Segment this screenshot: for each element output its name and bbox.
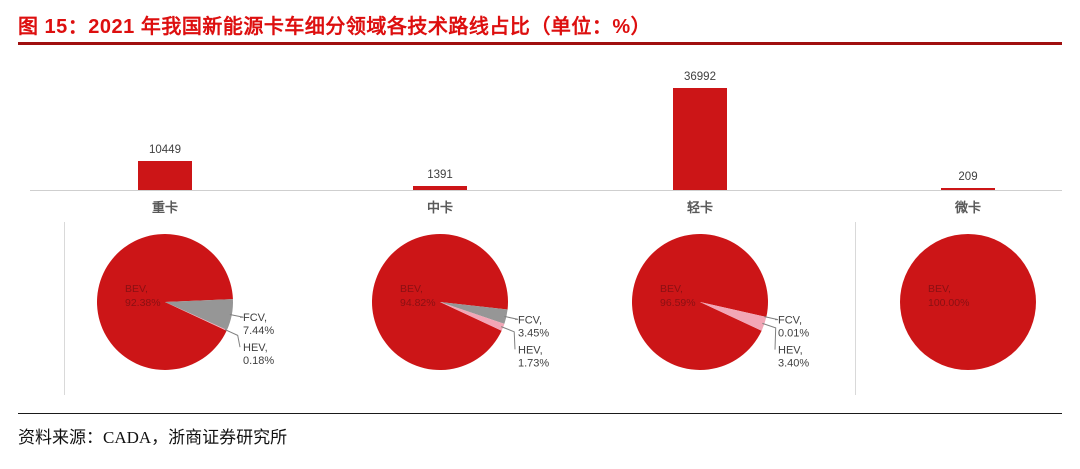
pie-callout-label: FCV, 3.45% [518,314,549,339]
callout-leader-line [504,315,519,320]
category-label: 微卡 [954,200,981,215]
pie-slice-bev [900,234,1036,370]
divider-line-right [855,222,856,395]
bar-微卡 [941,188,995,190]
callout-leader-line [764,316,779,321]
bar-value-label: 36992 [684,71,716,84]
category-label: 轻卡 [686,200,713,215]
pie-inside-label: BEV, 100.00% [928,283,969,309]
source-note: 资料来源：CADA，浙商证券研究所 [18,428,288,447]
pie-slice-bev [97,234,233,371]
callout-leader-line [224,329,241,348]
pie-chart-2: BEV, 94.82% FCV, 3.45% HEV, 1.73% [371,234,549,371]
pie-callout-label: FCV, 7.44% [243,312,274,337]
divider-line-left [64,222,65,395]
title-underline [18,42,1062,45]
bar-value-label: 1391 [427,169,453,182]
pie-chart-3: BEV, 96.59% FCV, 0.01% HEV, 3.40% [631,234,809,371]
bar-value-label: 10449 [149,144,181,157]
bar-中卡 [413,186,467,190]
pie-slice-bev [631,234,768,371]
pie-slice-fcv [700,302,767,318]
pie-callout-label: HEV, 0.18% [243,342,274,367]
bar-value-label: 209 [958,171,978,183]
pie-slice-hev [165,302,227,331]
category-label: 中卡 [426,200,453,215]
callout-leader-line [501,326,516,350]
pie-slice-hev [440,302,505,331]
category-label: 重卡 [151,200,178,215]
pie-callout-label: FCV, 0.01% [778,315,809,340]
pie-callout-label: HEV, 1.73% [518,344,549,369]
pie-chart-4: BEV, 100.00% [900,234,1036,370]
bar-轻卡 [673,88,727,190]
pie-inside-label: BEV, 96.59% [660,283,696,309]
pie-slice-fcv [440,302,508,324]
pie-callout-label: HEV, 3.40% [778,345,809,370]
callout-leader-line [762,322,777,350]
bar-重卡 [138,161,192,190]
pie-inside-label: BEV, 92.38% [125,283,161,309]
footer-line [18,413,1062,414]
figure-title: 图 15：2021 年我国新能源卡车细分领域各技术路线占比（单位：%） [18,16,652,38]
pie-inside-label: BEV, 94.82% [400,283,436,309]
pie-slice-hev [700,302,767,331]
callout-leader-line [229,314,244,318]
pie-chart-1: BEV, 92.38% FCV, 7.44% HEV, 0.18% [97,234,274,371]
pie-slice-fcv [165,299,234,331]
pie-slice-bev [371,234,508,371]
bar-axis-line [30,190,1062,191]
